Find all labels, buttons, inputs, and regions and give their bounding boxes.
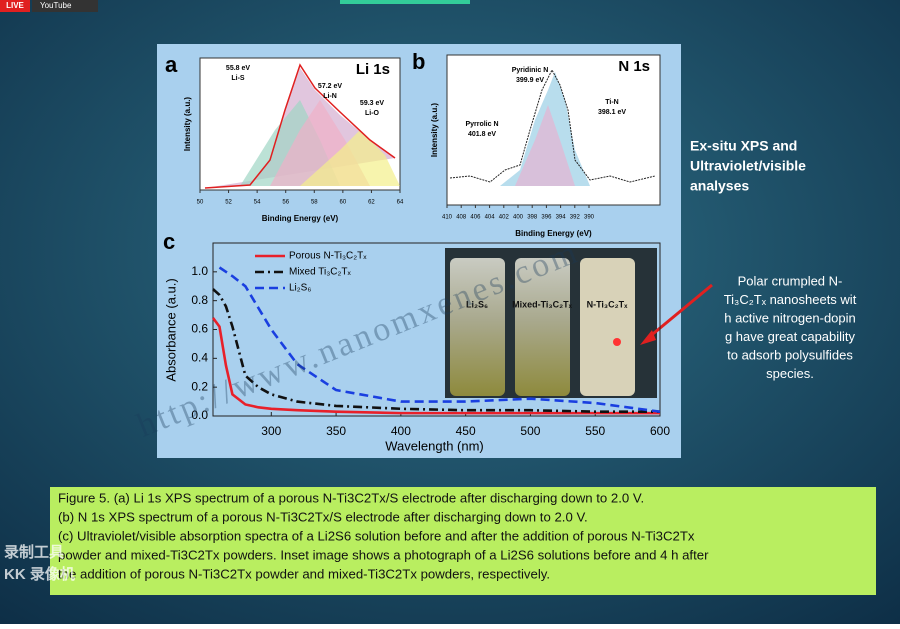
platform-badge[interactable] xyxy=(32,0,98,12)
panel-a-fit xyxy=(204,63,396,189)
live-badge xyxy=(0,0,30,12)
recorder-watermark: KK 录像机 xyxy=(4,565,75,583)
panel-title: Li 1s xyxy=(356,61,390,78)
series-line xyxy=(211,317,660,415)
peak-annotation: Pyrrolic N xyxy=(465,121,498,128)
vial xyxy=(450,258,505,396)
caption-box xyxy=(50,487,876,595)
note: species. xyxy=(766,366,814,381)
x-tick-label: 58 xyxy=(311,200,318,206)
x-tick-label: 410 xyxy=(442,215,453,221)
y-tick-label: 0.4 xyxy=(191,351,208,365)
x-tick-label: 392 xyxy=(570,215,581,221)
caption: the addition of porous N-Ti3C2Tx powder … xyxy=(58,566,550,581)
note: h active nitrogen-dopin xyxy=(724,310,856,325)
note: Ti₃C₂Tₓ nanosheets wit xyxy=(724,292,857,307)
y-tick-label: 0.8 xyxy=(191,293,208,307)
legend-label: Porous N-Ti₃C₂Tₓ xyxy=(289,251,367,262)
caption: powder and mixed-Ti3C2Tx powders. Inset … xyxy=(58,547,709,562)
peak-annotation: Ti-N xyxy=(605,99,618,106)
peak-li-o xyxy=(300,130,400,186)
note: Polar crumpled N- xyxy=(738,273,843,288)
vial xyxy=(515,258,570,396)
x-tick-label: 404 xyxy=(485,215,496,221)
peak-annotation: Li-N xyxy=(323,93,337,100)
x-tick-label: 390 xyxy=(584,215,595,221)
vial-label: Li₂S₆ xyxy=(466,299,488,309)
panel-label: a xyxy=(165,52,178,77)
arrowhead xyxy=(640,330,656,345)
heading: Ex-situ XPS and xyxy=(690,138,797,154)
x-tick-label: 398 xyxy=(527,215,538,221)
x-tick-label: 408 xyxy=(456,215,467,221)
heading: analyses xyxy=(690,178,749,194)
note: to adsorb polysulfides xyxy=(727,347,853,362)
legend-label: Mixed Ti₃C₂Tₓ xyxy=(289,267,352,278)
live-text: LIVE xyxy=(6,1,24,10)
x-tick-label: 394 xyxy=(556,215,567,221)
panel-label: c xyxy=(163,229,175,254)
y-tick-label: 0.6 xyxy=(191,322,208,336)
x-axis-label: Wavelength (nm) xyxy=(385,438,484,453)
recorder-watermark: 录制工具 xyxy=(4,543,64,561)
vial-label: N-Ti₃C₂Tₓ xyxy=(587,299,628,309)
x-tick-label: 300 xyxy=(261,424,281,438)
peak-annotation: 55.8 eV xyxy=(226,65,250,72)
panel-title: N 1s xyxy=(618,58,650,75)
legend-label: Li₂S₆ xyxy=(289,283,311,294)
x-tick-label: 600 xyxy=(650,424,670,438)
y-axis-label: Absorbance (a.u.) xyxy=(163,278,178,381)
x-tick-label: 400 xyxy=(391,424,411,438)
x-tick-label: 64 xyxy=(397,200,404,206)
y-tick-label: 0.0 xyxy=(191,408,208,422)
peak-annotation: 401.8 eV xyxy=(468,131,496,138)
peak-annotation: 59.3 eV xyxy=(360,100,384,107)
caption: Figure 5. (a) Li 1s XPS spectrum of a po… xyxy=(58,490,644,505)
y-axis-label: Intensity (a.u.) xyxy=(430,103,439,158)
caption: (c) Ultraviolet/visible absorption spect… xyxy=(58,528,695,543)
note: g have great capability xyxy=(725,329,856,344)
x-tick-label: 402 xyxy=(499,215,510,221)
laser-dot xyxy=(613,338,621,346)
platform-text: YouTube xyxy=(40,1,72,10)
y-tick-label: 0.2 xyxy=(191,379,208,393)
x-tick-label: 400 xyxy=(513,215,524,221)
series-line xyxy=(218,266,661,413)
peak-annotation: 399.9 eV xyxy=(516,77,544,84)
top-bar xyxy=(340,0,470,4)
caption: (b) N 1s XPS spectrum of a porous N-Ti3C… xyxy=(58,509,588,524)
x-tick-label: 54 xyxy=(254,200,261,206)
vial-label: Mixed-Ti₃C₂Tₓ xyxy=(512,299,572,309)
x-tick-label: 50 xyxy=(197,200,204,206)
peak-annotation: Li-O xyxy=(365,110,380,117)
x-tick-label: 350 xyxy=(326,424,346,438)
x-tick-label: 550 xyxy=(585,424,605,438)
peak-pyridinic xyxy=(515,105,575,186)
peak-annotation: 398.1 eV xyxy=(598,109,626,116)
x-tick-label: 56 xyxy=(282,200,289,206)
x-axis-label: Binding Energy (eV) xyxy=(515,229,592,238)
x-tick-label: 500 xyxy=(520,424,540,438)
x-tick-label: 60 xyxy=(340,200,347,206)
series-line xyxy=(212,288,660,413)
x-axis-label: Binding Energy (eV) xyxy=(262,214,339,223)
y-tick-label: 1.0 xyxy=(191,264,208,278)
peak-annotation: Li-S xyxy=(231,75,245,82)
x-tick-label: 450 xyxy=(456,424,476,438)
y-axis-label: Intensity (a.u.) xyxy=(183,97,192,152)
panel-label: b xyxy=(412,49,425,74)
heading: Ultraviolet/visible xyxy=(690,158,806,174)
vial xyxy=(580,258,635,396)
peak-annotation: 57.2 eV xyxy=(318,83,342,90)
x-tick-label: 52 xyxy=(225,200,232,206)
arrow xyxy=(647,283,713,340)
x-tick-label: 406 xyxy=(470,215,481,221)
peak-annotation: Pyridinic N xyxy=(512,67,549,74)
x-tick-label: 396 xyxy=(541,215,552,221)
x-tick-label: 62 xyxy=(368,200,375,206)
